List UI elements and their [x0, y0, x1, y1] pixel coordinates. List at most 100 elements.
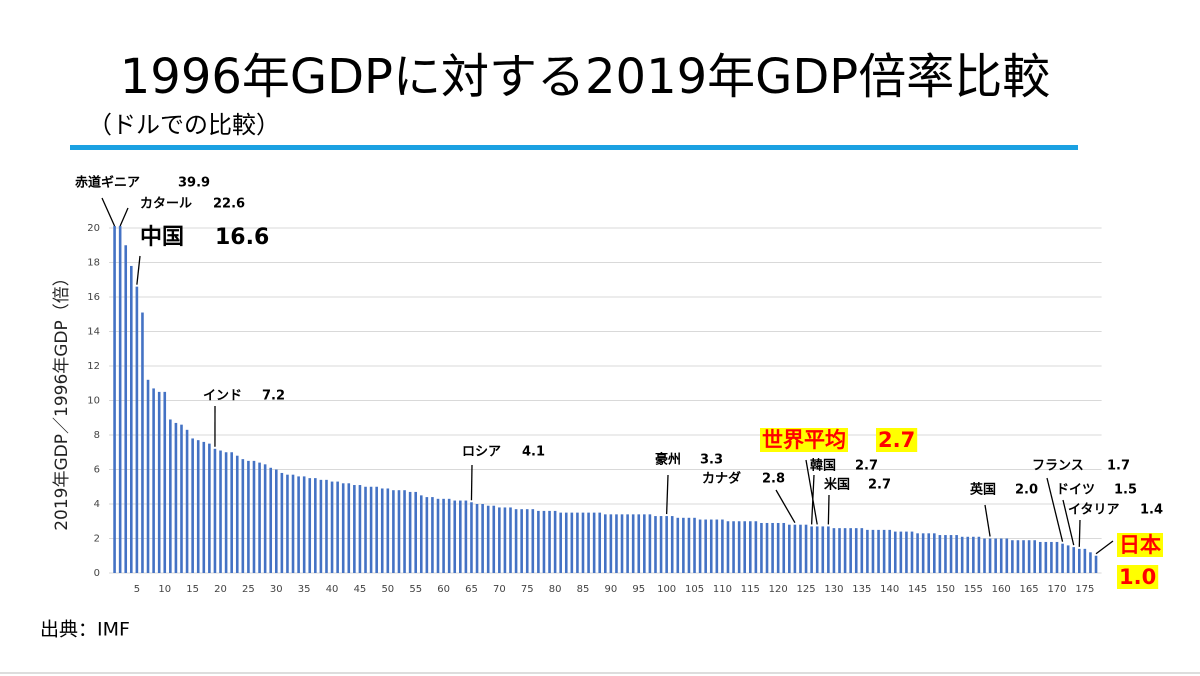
- bar: [436, 498, 440, 573]
- bar: [174, 422, 178, 573]
- x-tick-label: 160: [992, 584, 1011, 595]
- bar: [531, 509, 535, 573]
- bar: [643, 514, 646, 573]
- bar: [559, 512, 562, 573]
- bar: [152, 388, 155, 573]
- bar: [793, 524, 797, 573]
- x-tick-label: 20: [214, 584, 227, 595]
- leader-line: [1078, 519, 1081, 547]
- bar: [821, 526, 825, 573]
- bar: [1089, 552, 1092, 573]
- bar: [336, 481, 339, 573]
- bar: [481, 504, 484, 573]
- bar: [470, 502, 473, 573]
- bar: [208, 443, 211, 573]
- annotation-name: インド: [203, 389, 242, 404]
- bar: [570, 512, 574, 573]
- annotation-value: 4.1: [522, 445, 545, 460]
- bar: [341, 483, 345, 573]
- annotation-value: 2.7: [855, 459, 878, 474]
- bar: [169, 419, 172, 573]
- annotation-value: 1.7: [1107, 459, 1130, 474]
- annotation-value: 7.2: [262, 389, 285, 404]
- leader-line: [805, 459, 818, 525]
- bar: [804, 524, 808, 573]
- bar: [308, 478, 312, 573]
- annotation-name: 日本: [1119, 533, 1161, 557]
- bar: [503, 507, 507, 573]
- bar: [191, 438, 194, 573]
- bar: [972, 536, 975, 573]
- bar: [146, 379, 150, 573]
- bar: [369, 486, 373, 573]
- bar: [1083, 548, 1087, 573]
- bar: [157, 391, 161, 573]
- bar: [1027, 540, 1031, 573]
- bar: [380, 488, 384, 573]
- bar: [955, 535, 958, 573]
- annotation-name: 世界平均: [762, 428, 846, 452]
- bar: [548, 510, 551, 573]
- bar: [498, 507, 501, 573]
- bar: [319, 479, 323, 573]
- annotation-value: 39.9: [178, 176, 210, 191]
- bar: [286, 474, 289, 573]
- bar: [453, 500, 457, 573]
- bar: [347, 483, 351, 573]
- bar: [637, 514, 641, 573]
- leader-line: [1062, 499, 1075, 546]
- y-tick-label: 16: [87, 292, 100, 303]
- bar: [994, 538, 997, 573]
- bar: [687, 517, 691, 573]
- bar: [910, 531, 914, 573]
- x-tick-label: 120: [769, 584, 788, 595]
- bar: [676, 517, 680, 573]
- bar: [1038, 541, 1042, 573]
- x-tick-label: 65: [465, 584, 478, 595]
- bar: [659, 516, 663, 573]
- annotation-value: 1.4: [1140, 503, 1163, 518]
- x-tick-label: 85: [577, 584, 590, 595]
- bar: [682, 517, 685, 573]
- bar: [113, 226, 116, 574]
- bar: [1016, 540, 1020, 573]
- bar: [241, 459, 245, 573]
- bar: [425, 497, 429, 573]
- source: 出典：IMF: [40, 619, 130, 641]
- bar: [771, 522, 774, 573]
- bar: [414, 491, 418, 573]
- bar: [269, 467, 273, 573]
- bar: [1061, 543, 1064, 573]
- bar: [431, 497, 434, 573]
- y-tick-label: 14: [87, 327, 100, 338]
- bar: [492, 505, 496, 573]
- bar: [1072, 547, 1076, 573]
- bar: [893, 531, 897, 573]
- annotation-name: 中国: [140, 225, 184, 250]
- bar: [358, 485, 362, 573]
- annotation-name: 豪州: [655, 452, 681, 468]
- bar: [721, 519, 724, 573]
- bar: [520, 509, 523, 573]
- y-axis-label: 2019年GDP／1996年GDP（倍）: [52, 269, 72, 531]
- highlight: [1117, 533, 1163, 557]
- x-tick-label: 140: [880, 584, 899, 595]
- bar: [698, 519, 702, 573]
- y-tick-label: 6: [94, 465, 100, 476]
- x-tick-label: 90: [605, 584, 618, 595]
- bar: [709, 519, 713, 573]
- x-tick-label: 35: [298, 584, 311, 595]
- x-tick-label: 170: [1047, 584, 1066, 595]
- leader-line: [1046, 477, 1064, 542]
- bar: [871, 529, 875, 573]
- bar: [219, 450, 222, 573]
- bar: [788, 524, 791, 573]
- y-tick-label: 20: [87, 223, 100, 234]
- x-tick-label: 70: [493, 584, 506, 595]
- bar: [888, 529, 891, 573]
- leader-line: [665, 474, 669, 515]
- bar: [977, 536, 981, 573]
- bars: [113, 226, 1098, 574]
- bar: [983, 538, 986, 573]
- bar: [141, 312, 144, 573]
